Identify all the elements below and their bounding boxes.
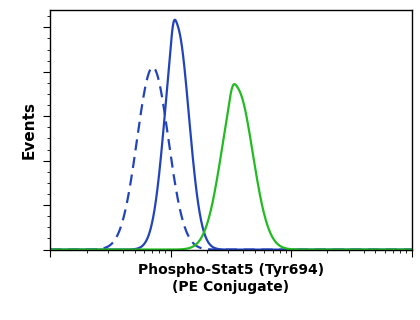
Y-axis label: Events: Events bbox=[22, 100, 37, 159]
X-axis label: Phospho-Stat5 (Tyr694)
(PE Conjugate): Phospho-Stat5 (Tyr694) (PE Conjugate) bbox=[138, 263, 324, 293]
